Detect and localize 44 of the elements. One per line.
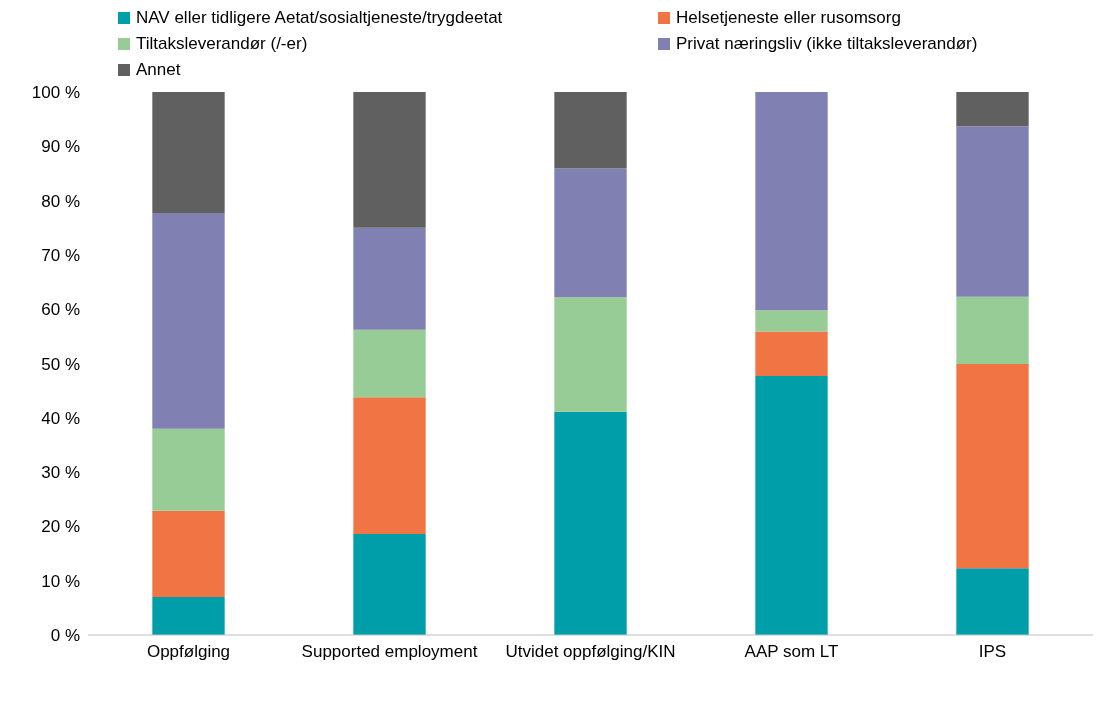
bar [353, 92, 426, 228]
bar [956, 296, 1029, 365]
bar [152, 596, 225, 635]
y-tick-label: 0 % [50, 626, 80, 646]
bar [152, 510, 225, 597]
bar [353, 329, 426, 398]
bar [152, 213, 225, 429]
bar [956, 92, 1029, 127]
bar [554, 297, 627, 412]
bar [554, 92, 627, 169]
bar [755, 331, 828, 376]
legend-label: NAV eller tidligere Aetat/sosialtjeneste/trygdeetat [136, 8, 503, 28]
y-tick-label: 50 % [41, 354, 80, 374]
bar [353, 534, 426, 635]
legend-label: Helsetjeneste eller rusomsorg [676, 8, 901, 28]
y-tick-label: 80 % [41, 191, 80, 211]
bar [956, 364, 1029, 569]
bar [956, 126, 1029, 297]
bar [755, 310, 828, 332]
x-tick-label: AAP som LT [744, 642, 839, 661]
legend-label: Annet [136, 60, 181, 80]
y-tick-label: 10 % [41, 571, 80, 591]
legend-label: Privat næringsliv (ikke tiltaksleverandør) [676, 34, 978, 54]
y-tick-label: 30 % [41, 463, 80, 483]
x-tick-label: IPS [978, 642, 1007, 661]
bar [353, 227, 426, 330]
bar [554, 411, 627, 635]
y-tick-label: 70 % [41, 245, 80, 265]
y-tick-label: 20 % [41, 517, 80, 537]
y-tick-label: 60 % [41, 300, 80, 320]
bar [956, 568, 1029, 635]
y-tick-label: 100 % [31, 83, 80, 103]
y-tick-label: 40 % [41, 408, 80, 428]
x-tick-label: Supported employment [301, 642, 478, 661]
legend-label: Tiltaksleverandør (/-er) [136, 34, 308, 54]
bar [755, 92, 828, 311]
bar [755, 375, 828, 635]
y-tick-label: 90 % [41, 137, 80, 157]
bar [152, 92, 225, 214]
bar [554, 168, 627, 298]
x-tick-label: Utvidet oppfølging/KIN [505, 642, 676, 661]
bar [353, 397, 426, 534]
bar [152, 428, 225, 511]
x-tick-label: Oppfølging [146, 642, 231, 661]
